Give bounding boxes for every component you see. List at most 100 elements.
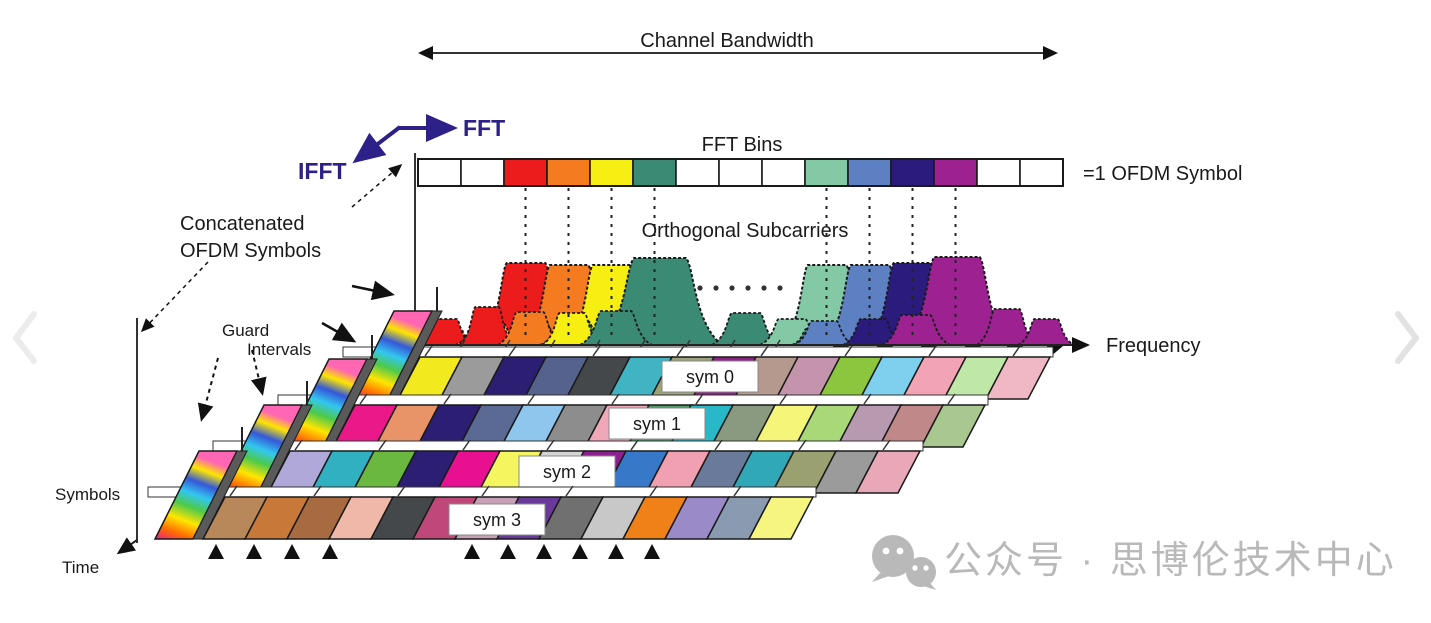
fft-bin xyxy=(503,158,548,187)
slab-tick xyxy=(1012,345,1021,357)
wechat-icon xyxy=(872,535,936,590)
symbol-label-box xyxy=(661,360,759,393)
fft-bin xyxy=(933,158,978,187)
subcarrier-sidelobe xyxy=(881,314,951,346)
concatenated-label-line2: OFDM Symbols xyxy=(180,240,321,262)
ellipsis-dots xyxy=(697,285,783,291)
slab-tick xyxy=(508,345,517,357)
concatenated-callout-arrows xyxy=(140,164,403,333)
time-marker-triangle xyxy=(322,544,338,559)
dot xyxy=(745,285,751,291)
time-marker-triangle xyxy=(644,544,660,559)
guard-intervals-label-line2: Intervals xyxy=(247,340,311,359)
slab-tick xyxy=(863,393,872,405)
fft-bin xyxy=(632,158,677,187)
subcarrier-curves xyxy=(416,256,1075,346)
slab-tick xyxy=(527,393,536,405)
fft-bin xyxy=(589,158,634,187)
time-axis xyxy=(116,537,138,555)
symbol-label-box xyxy=(448,503,546,536)
slab-tick xyxy=(397,485,406,497)
dot xyxy=(777,285,783,291)
slab-tick xyxy=(481,485,490,497)
time-marker-triangle xyxy=(608,544,624,559)
slab-tick xyxy=(882,439,891,451)
time-marker-triangle xyxy=(464,544,480,559)
time-marker-triangle xyxy=(572,544,588,559)
slab-tick xyxy=(229,485,238,497)
symbol-cell xyxy=(984,356,1052,400)
guard-interval-bar xyxy=(192,450,248,540)
slab-tick xyxy=(592,345,601,357)
chevron-right-icon[interactable] xyxy=(1395,311,1419,364)
slab-tick xyxy=(565,485,574,497)
time-marker-triangle xyxy=(536,544,552,559)
fft-bin xyxy=(1019,158,1064,187)
dot xyxy=(761,285,767,291)
fft-ifft-arrow xyxy=(352,114,458,164)
slab-tick xyxy=(695,393,704,405)
symbol-row: sym 0 xyxy=(342,287,1054,400)
slab-tick xyxy=(611,393,620,405)
ifft-label: IFFT xyxy=(298,158,347,184)
slab-tick xyxy=(313,485,322,497)
symbol-row: sym 1 xyxy=(277,335,989,448)
symbol-label: sym 3 xyxy=(473,510,521,530)
slab-tick xyxy=(443,393,452,405)
guard-interval-arrows xyxy=(197,321,357,422)
fft-bin xyxy=(460,158,505,187)
dot xyxy=(697,285,703,291)
symbol-row: sym 3 xyxy=(147,427,817,540)
symbols-axis-label: Symbols xyxy=(55,485,120,504)
slab-tick xyxy=(844,345,853,357)
frequency-label: Frequency xyxy=(1106,335,1201,357)
ofdm-symbol-label: =1 OFDM Symbol xyxy=(1083,163,1242,185)
slab-tick xyxy=(630,439,639,451)
dot xyxy=(729,285,735,291)
symbol-label-box xyxy=(608,407,706,440)
chevron-left-icon[interactable] xyxy=(13,311,37,364)
slab-top-face xyxy=(212,440,924,452)
dot xyxy=(713,285,719,291)
fft-bins-outline xyxy=(417,158,1064,187)
symbol-cell xyxy=(747,496,815,540)
fft-bin xyxy=(675,158,720,187)
time-marker-triangle xyxy=(208,544,224,559)
slab-tick xyxy=(359,393,368,405)
time-marker-triangle xyxy=(246,544,262,559)
fft-bin xyxy=(761,158,806,187)
fft-bin xyxy=(976,158,1021,187)
symbol-label: sym 2 xyxy=(543,462,591,482)
slab-top-face xyxy=(342,346,1054,358)
watermark-text: 公众号 · 思博伦技术中心 xyxy=(944,540,1397,582)
fft-label: FFT xyxy=(463,115,505,141)
subcarrier-sidelobe xyxy=(579,310,653,346)
slab-tick xyxy=(798,439,807,451)
slab-tick xyxy=(462,439,471,451)
ofdm-symbol-rows: sym 0 sym 1 sym 2 sym 3 xyxy=(147,287,1054,540)
time-marker-triangle xyxy=(500,544,516,559)
slab-tick xyxy=(546,439,555,451)
channel-bandwidth-label: Channel Bandwidth xyxy=(640,30,813,52)
channel-bandwidth-arrow xyxy=(418,46,1058,60)
fft-bin xyxy=(718,158,763,187)
slab-tick xyxy=(294,439,303,451)
fft-bin xyxy=(804,158,849,187)
time-sample-markers xyxy=(208,544,660,559)
slab-tick xyxy=(378,439,387,451)
fft-bin xyxy=(417,158,462,187)
fft-bin xyxy=(847,158,892,187)
fft-bin xyxy=(890,158,935,187)
slab-tick xyxy=(928,345,937,357)
slab-tick xyxy=(779,393,788,405)
symbol-row: sym 2 xyxy=(212,381,924,494)
slab-tick xyxy=(714,439,723,451)
fft-bin xyxy=(546,158,591,187)
concatenated-label-line1: Concatenated xyxy=(180,213,305,235)
slab-top-face xyxy=(277,394,989,406)
time-marker-triangle xyxy=(284,544,300,559)
guard-intervals-label-line1: Guard xyxy=(222,321,269,340)
symbol-label-box xyxy=(518,455,616,488)
fft-bins-bar xyxy=(417,158,1064,187)
